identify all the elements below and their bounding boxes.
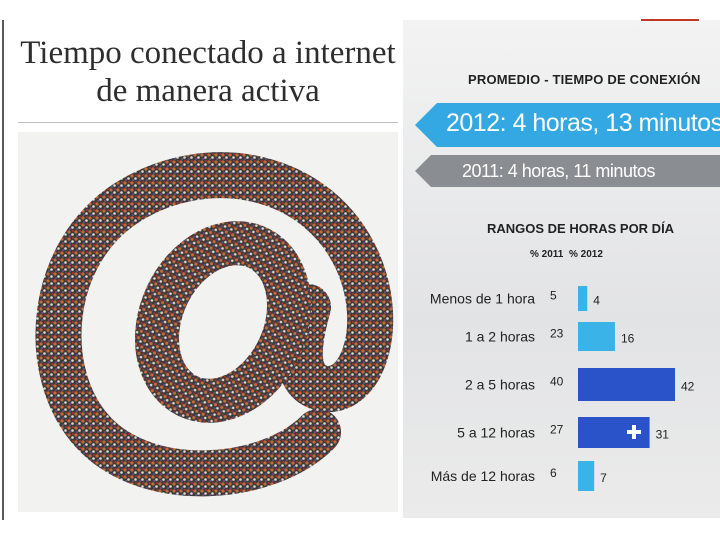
bar-2012	[578, 461, 595, 491]
category-label: Menos de 1 hora	[430, 291, 535, 307]
slide-title: Tiempo conectado a internet de manera ac…	[20, 35, 396, 109]
value-2011-label: 40	[550, 375, 564, 389]
ribbon-2011	[415, 155, 720, 187]
at-outer-ring	[35, 152, 394, 497]
average-2012: 2012: 4 horas, 13 minutos	[446, 109, 720, 137]
corner-accent-line	[641, 19, 699, 21]
bar-2012	[578, 286, 588, 311]
ribbon-2012	[415, 103, 720, 147]
average-heading: PROMEDIO - TIEMPO DE CONEXIÓN	[468, 72, 701, 87]
value-2012-label: 31	[656, 428, 670, 442]
bar-2012	[578, 368, 675, 401]
category-label: Más de 12 horas	[431, 468, 535, 484]
value-2011-label: 5	[550, 289, 557, 303]
col-header-2012: % 2012	[569, 249, 603, 260]
value-2011-label: 23	[550, 327, 564, 341]
category-label: 5 a 12 horas	[457, 425, 535, 441]
value-2012-label: 16	[621, 332, 635, 346]
left-edge-line	[2, 20, 4, 520]
hours-range-chart: Menos de 1 hora 5 4 1 a 2 horas 23 16 2 a 5 ho…	[430, 286, 695, 491]
value-2012-label: 7	[600, 471, 607, 485]
title-divider	[18, 122, 398, 123]
value-2011-label: 27	[550, 423, 564, 437]
col-header-2011: % 2011	[530, 249, 564, 260]
category-label: 2 a 5 horas	[465, 377, 535, 393]
bar-2012	[578, 322, 615, 351]
at-inner-ring	[134, 221, 312, 423]
at-sign-crowd-image	[18, 132, 398, 512]
category-label: 1 a 2 horas	[465, 329, 535, 345]
value-2012-label: 4	[593, 294, 600, 308]
value-2011-label: 6	[550, 466, 557, 480]
ranges-heading: RANGOS DE HORAS POR DÍA	[487, 221, 675, 236]
average-2011: 2011: 4 horas, 11 minutos	[462, 161, 655, 181]
plus-icon	[626, 424, 642, 440]
value-2012-label: 42	[681, 380, 695, 394]
